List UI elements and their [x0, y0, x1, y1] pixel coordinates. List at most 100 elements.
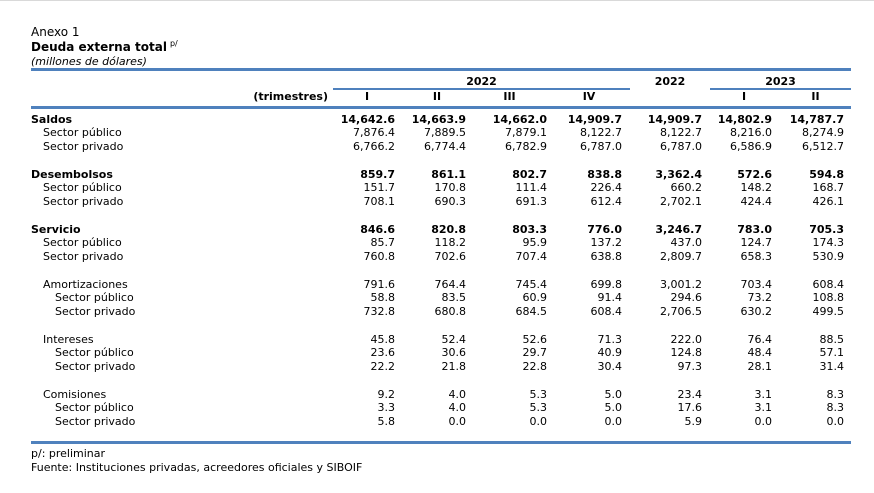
table-cell: 680.8: [434, 305, 467, 318]
row-label: Sector privado: [43, 140, 124, 153]
table-row: Sector público 23.6 30.6 29.7 40.9 124.8 48.4 5…: [0, 346, 874, 360]
table-cell: 0.0: [529, 415, 548, 428]
quarter-header: III: [503, 90, 516, 103]
table-cell: 803.3: [512, 223, 547, 236]
table-cell: 14,662.0: [492, 113, 547, 126]
table-row: Sector privado 708.1 690.3 691.3 612.4 2,702.…: [0, 195, 874, 209]
table-cell: 14,663.9: [411, 113, 466, 126]
table-cell: 530.9: [812, 250, 845, 263]
table-cell: 85.7: [370, 236, 396, 249]
table-cell: 97.3: [677, 360, 703, 373]
table-row: Saldos 14,642.6 14,663.9 14,662.0 14,909.7 14…: [0, 113, 874, 127]
table-cell: 5.9: [684, 415, 703, 428]
quarter-header: II: [432, 90, 442, 103]
table-cell: 9.2: [377, 388, 396, 401]
table-cell: 426.1: [812, 195, 845, 208]
row-label: Sector público: [43, 236, 122, 249]
table-cell: 170.8: [434, 181, 467, 194]
table-row: Sector privado 22.2 21.8 22.8 30.4 97.3 28.1 31…: [0, 360, 874, 374]
table-cell: 108.8: [812, 291, 845, 304]
table-cell: 424.4: [740, 195, 773, 208]
row-label: Sector privado: [43, 250, 124, 263]
row-label: Desembolsos: [31, 168, 113, 181]
table-cell: 437.0: [670, 236, 703, 249]
table-cell: 846.6: [360, 223, 395, 236]
table-cell: 5.8: [377, 415, 396, 428]
table-cell: 60.9: [522, 291, 548, 304]
row-label: Servicio: [31, 223, 81, 236]
row-label: Sector público: [55, 401, 134, 414]
table-row: Intereses 45.8 52.4 52.6 71.3 222.0 76.4 88.5: [0, 333, 874, 347]
table-cell: 30.4: [597, 360, 623, 373]
table-cell: 791.6: [363, 278, 396, 291]
table-cell: 6,774.4: [424, 140, 466, 153]
table-cell: 88.5: [819, 333, 845, 346]
table-cell: 708.1: [363, 195, 396, 208]
table-cell: 8.3: [826, 388, 845, 401]
table-cell: 760.8: [363, 250, 396, 263]
table-cell: 838.8: [587, 168, 622, 181]
table-cell: 3,362.4: [655, 168, 702, 181]
row-label: Sector público: [55, 346, 134, 359]
table-cell: 745.4: [515, 278, 548, 291]
year-2022-annual-header: 2022: [654, 75, 686, 88]
table-cell: 702.6: [434, 250, 467, 263]
table-cell: 6,766.2: [353, 140, 395, 153]
table-cell: 57.1: [819, 346, 845, 359]
table-cell: 118.2: [434, 236, 467, 249]
table-cell: 23.4: [677, 388, 703, 401]
row-label: Comisiones: [43, 388, 107, 401]
table-cell: 17.6: [677, 401, 703, 414]
table-cell: 168.7: [812, 181, 845, 194]
year-2023-underline: [710, 88, 851, 90]
table-row: Sector público 58.8 83.5 60.9 91.4 294.6 73.2 1…: [0, 291, 874, 305]
table-cell: 8,216.0: [730, 126, 772, 139]
table-row: Sector privado 5.8 0.0 0.0 0.0 5.9 0.0 0.0: [0, 415, 874, 429]
table-cell: 124.7: [740, 236, 773, 249]
period-label: (trimestres): [253, 90, 328, 103]
table-cell: 5.0: [604, 401, 623, 414]
table-cell: 2,702.1: [660, 195, 702, 208]
table-cell: 820.8: [431, 223, 466, 236]
footnote-preliminary: p/: preliminar: [31, 447, 106, 460]
row-label: Sector privado: [55, 415, 136, 428]
table-cell: 22.8: [522, 360, 548, 373]
table-cell: 28.1: [747, 360, 773, 373]
table-cell: 638.8: [590, 250, 623, 263]
units-note: (millones de dólares): [31, 55, 147, 68]
table-row: Sector privado 760.8 702.6 707.4 638.8 2,809.…: [0, 250, 874, 264]
table-cell: 52.4: [441, 333, 467, 346]
table-cell: 137.2: [590, 236, 623, 249]
annex-label: Anexo 1: [31, 25, 80, 39]
table-cell: 703.4: [740, 278, 773, 291]
table-row: Sector público 151.7 170.8 111.4 226.4 660.2 1…: [0, 181, 874, 195]
table-cell: 707.4: [515, 250, 548, 263]
table-cell: 690.3: [434, 195, 467, 208]
table-cell: 658.3: [740, 250, 773, 263]
table-cell: 3.1: [754, 401, 773, 414]
quarter-header: I: [741, 90, 747, 103]
table-cell: 58.8: [370, 291, 396, 304]
table-row: Sector público 7,876.4 7,889.5 7,879.1 8,122…: [0, 126, 874, 140]
year-2023-quarters-header: 2023: [765, 75, 796, 88]
row-label: Sector público: [43, 126, 122, 139]
table-cell: 594.8: [809, 168, 844, 181]
table-row: Sector público 85.7 118.2 95.9 137.2 437.0 124…: [0, 236, 874, 250]
table-cell: 7,879.1: [505, 126, 547, 139]
table-cell: 21.8: [441, 360, 467, 373]
table-cell: 151.7: [363, 181, 396, 194]
table-row: Servicio 846.6 820.8 803.3 776.0 3,246.7 783.0…: [0, 223, 874, 237]
table-cell: 3,001.2: [660, 278, 702, 291]
table-cell: 14,909.7: [647, 113, 702, 126]
table-cell: 4.0: [448, 401, 467, 414]
table-cell: 705.3: [809, 223, 844, 236]
table-cell: 23.6: [370, 346, 396, 359]
table-cell: 7,889.5: [424, 126, 466, 139]
table-row: Desembolsos 859.7 861.1 802.7 838.8 3,362.4 57…: [0, 168, 874, 182]
table-cell: 608.4: [812, 278, 845, 291]
row-label: Sector público: [55, 291, 134, 304]
table-cell: 8,122.7: [660, 126, 702, 139]
table-cell: 174.3: [812, 236, 845, 249]
table-cell: 0.0: [604, 415, 623, 428]
table-cell: 8,122.7: [580, 126, 622, 139]
